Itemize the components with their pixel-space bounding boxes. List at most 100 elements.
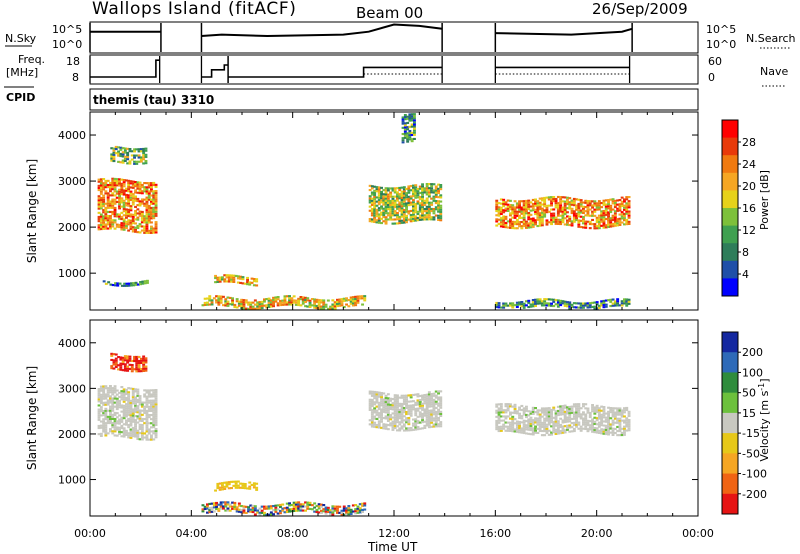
echo-cell bbox=[203, 507, 207, 510]
echo-cell bbox=[416, 194, 420, 197]
echo-cell bbox=[140, 198, 144, 201]
echo-cell bbox=[138, 413, 142, 416]
echo-cell bbox=[119, 161, 123, 164]
echo-cell bbox=[602, 428, 606, 431]
echo-cell bbox=[127, 221, 131, 224]
echo-cell bbox=[572, 210, 576, 213]
echo-cell bbox=[552, 298, 556, 301]
echo-cell bbox=[547, 204, 551, 207]
echo-cell bbox=[150, 436, 153, 439]
echo-cell bbox=[150, 229, 153, 232]
echo-cell bbox=[129, 403, 133, 406]
echo-cell bbox=[201, 304, 205, 307]
echo-cell bbox=[114, 363, 118, 366]
echo-cell bbox=[297, 503, 301, 506]
echo-cell bbox=[402, 219, 406, 222]
echo-cell bbox=[127, 399, 131, 402]
echo-cell bbox=[391, 212, 395, 215]
echo-cell bbox=[437, 214, 440, 217]
echo-cell bbox=[430, 189, 434, 192]
echo-cell bbox=[393, 420, 397, 423]
echo-cell bbox=[368, 398, 372, 401]
echo-cell bbox=[386, 199, 390, 202]
echo-cell bbox=[136, 197, 140, 200]
echo-cell bbox=[122, 427, 126, 430]
echo-cell bbox=[102, 426, 106, 429]
echo-cell bbox=[231, 303, 234, 306]
echo-cell bbox=[391, 408, 395, 411]
echo-cell bbox=[313, 304, 317, 307]
echo-cell bbox=[134, 183, 137, 186]
echo-cell bbox=[208, 295, 212, 298]
echo-cell bbox=[129, 436, 133, 439]
echo-cell bbox=[414, 420, 418, 423]
echo-cell bbox=[235, 298, 239, 301]
echo-cell bbox=[154, 210, 158, 213]
echo-cell bbox=[568, 426, 572, 429]
echo-cell bbox=[150, 184, 153, 187]
echo-cell bbox=[607, 215, 610, 218]
echo-cell bbox=[393, 199, 397, 202]
echo-cell bbox=[421, 193, 424, 196]
echo-cell bbox=[384, 403, 388, 406]
echo-cell bbox=[154, 409, 158, 412]
echo-cell bbox=[130, 364, 134, 367]
echo-cell bbox=[609, 431, 613, 434]
echo-cell bbox=[504, 201, 508, 204]
echo-cell bbox=[402, 200, 406, 203]
echo-cell bbox=[525, 206, 528, 209]
echo-cell bbox=[396, 193, 399, 196]
echo-cell bbox=[427, 399, 431, 402]
echo-cell bbox=[118, 205, 121, 208]
echo-cell bbox=[382, 189, 386, 192]
echo-cell bbox=[625, 304, 629, 307]
echo-cell bbox=[342, 507, 346, 510]
echo-cell bbox=[623, 208, 626, 211]
echo-cell bbox=[347, 505, 351, 508]
echo-cell bbox=[572, 421, 576, 424]
echo-cell bbox=[113, 389, 117, 392]
echo-cell bbox=[111, 210, 115, 213]
echo-cell bbox=[502, 203, 506, 206]
echo-cell bbox=[221, 482, 224, 485]
echo-cell bbox=[118, 207, 121, 210]
echo-cell bbox=[389, 216, 393, 219]
echo-cell bbox=[354, 304, 358, 307]
echo-cell bbox=[373, 208, 377, 211]
echo-cell bbox=[137, 148, 141, 151]
echo-cell bbox=[570, 305, 574, 308]
echo-cell bbox=[120, 390, 124, 393]
echo-cell bbox=[509, 214, 512, 217]
echo-cell bbox=[375, 221, 379, 224]
echo-cell bbox=[396, 429, 399, 432]
echo-cell bbox=[427, 207, 431, 210]
echo-cell bbox=[609, 198, 613, 201]
echo-cell bbox=[414, 401, 418, 404]
echo-cell bbox=[412, 186, 415, 189]
echo-cell bbox=[410, 119, 414, 122]
echo-cell bbox=[625, 210, 629, 213]
echo-cell bbox=[414, 194, 418, 197]
echo-cell bbox=[409, 400, 413, 403]
echo-cell bbox=[593, 422, 597, 425]
echo-cell bbox=[115, 405, 119, 408]
echo-cell bbox=[572, 197, 576, 200]
echo-cell bbox=[623, 217, 626, 220]
echo-cell bbox=[506, 207, 510, 210]
echo-cell bbox=[602, 218, 606, 221]
echo-cell bbox=[131, 201, 135, 204]
echo-cell bbox=[368, 220, 372, 223]
echo-cell bbox=[138, 189, 142, 192]
echo-cell bbox=[554, 418, 558, 421]
echo-cell bbox=[136, 417, 140, 420]
echo-cell bbox=[627, 206, 631, 209]
echo-cell bbox=[127, 424, 131, 427]
echo-cell bbox=[138, 399, 142, 402]
colorbar-swatch bbox=[722, 155, 738, 174]
echo-cell bbox=[522, 225, 526, 228]
echo-cell bbox=[520, 303, 524, 306]
echo-cell bbox=[579, 209, 583, 212]
echo-cell bbox=[602, 414, 606, 417]
echo-cell bbox=[582, 405, 585, 408]
echo-cell bbox=[611, 413, 615, 416]
